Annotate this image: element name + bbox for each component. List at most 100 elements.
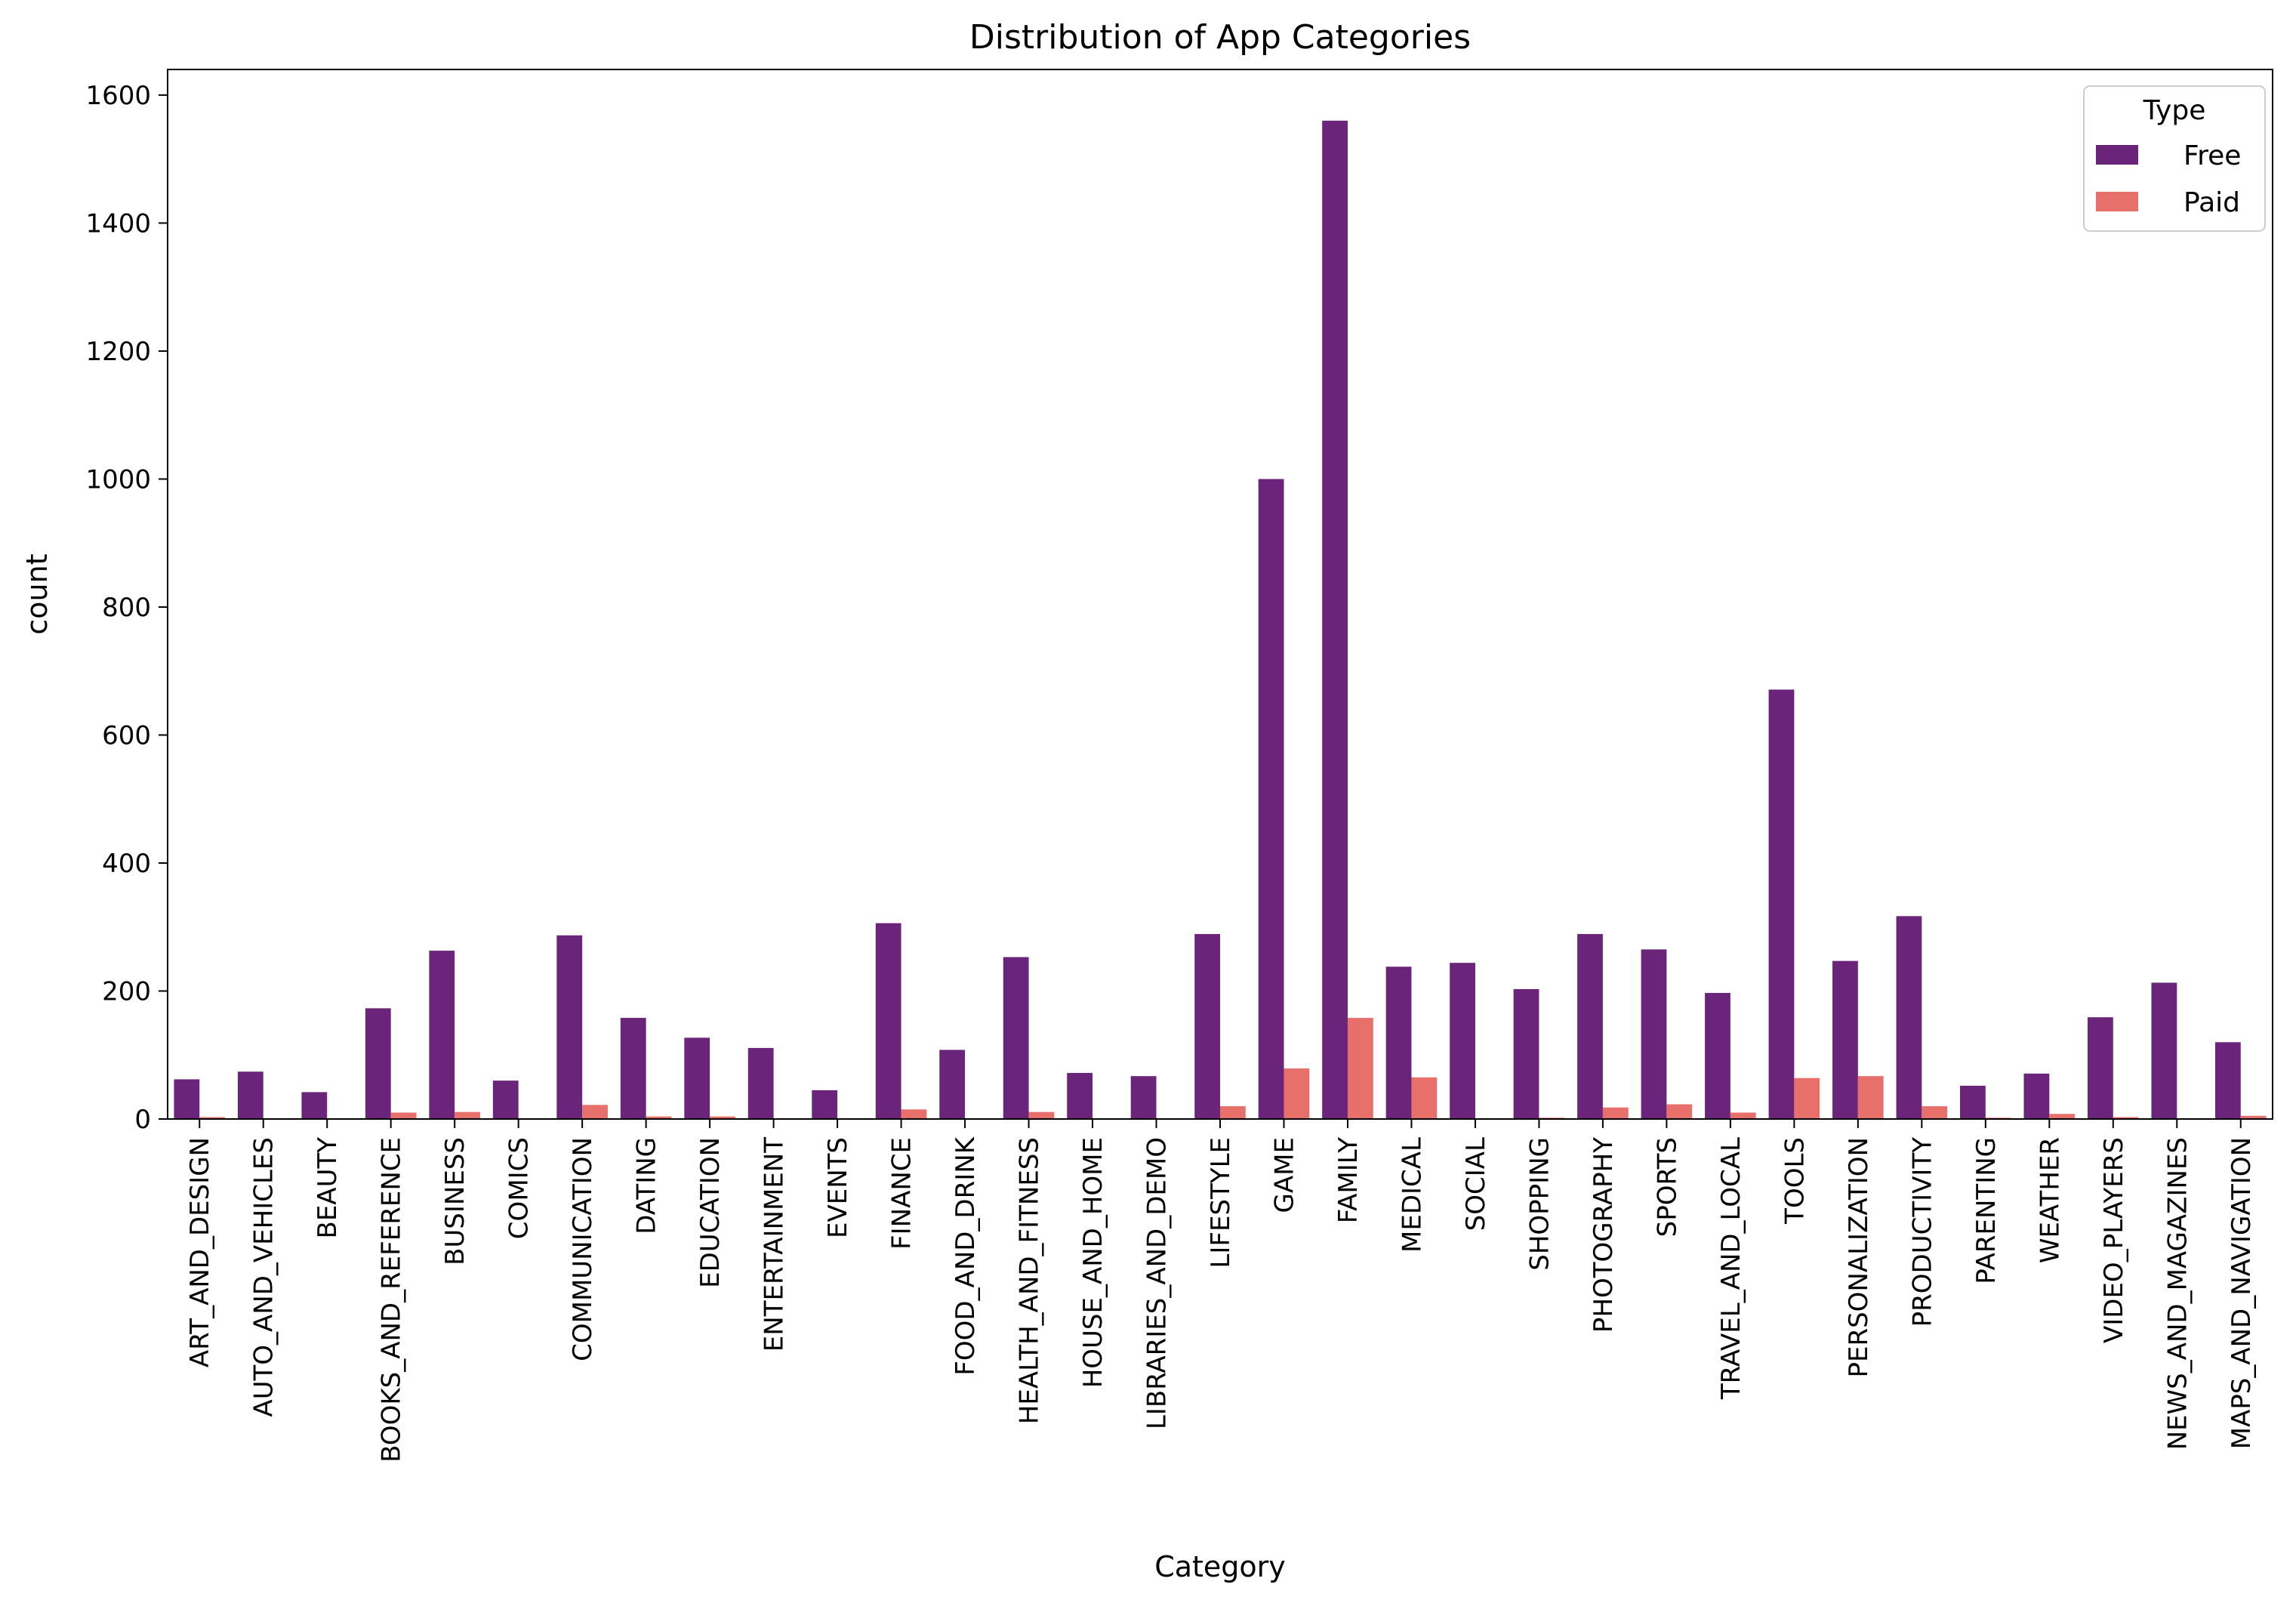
y-tick-label: 1200 xyxy=(85,337,151,367)
legend-swatch-free xyxy=(2096,145,2138,165)
x-tick-label-food-and-drink: FOOD_AND_DRINK xyxy=(951,1136,981,1375)
bar-travel-and-local-paid xyxy=(1730,1112,1756,1119)
legend-swatch-paid xyxy=(2096,192,2138,211)
x-tick-label-business: BUSINESS xyxy=(440,1137,470,1265)
bar-lifestyle-paid xyxy=(1220,1106,1246,1119)
y-tick-label: 1000 xyxy=(85,464,151,495)
bar-libraries-and-demo-free xyxy=(1130,1076,1157,1119)
bar-news-and-magazines-free xyxy=(2151,982,2177,1119)
x-tick-label-education: EDUCATION xyxy=(695,1137,726,1288)
x-tick-label-social: SOCIAL xyxy=(1461,1137,1491,1231)
x-tick-label-news-and-magazines: NEWS_AND_MAGAZINES xyxy=(2162,1137,2193,1450)
legend-label-paid: Paid xyxy=(2184,187,2240,218)
bar-video-players-free xyxy=(2087,1017,2113,1119)
x-tick-label-events: EVENTS xyxy=(823,1137,853,1238)
y-tick-label: 400 xyxy=(102,849,151,879)
bar-tools-free xyxy=(1768,689,1795,1119)
bar-books-and-reference-free xyxy=(365,1008,391,1119)
bar-tools-paid xyxy=(1794,1077,1820,1119)
x-tick-label-house-and-home: HOUSE_AND_HOME xyxy=(1078,1137,1108,1388)
bar-beauty-free xyxy=(301,1092,328,1119)
bar-game-free xyxy=(1258,479,1284,1119)
y-tick-label: 0 xyxy=(134,1105,151,1135)
x-tick-label-travel-and-local: TRAVEL_AND_LOCAL xyxy=(1716,1137,1746,1400)
y-axis: 0 200 400 600 800 1000 1200 1400 1600 xyxy=(85,81,168,1135)
bar-house-and-home-free xyxy=(1067,1072,1093,1119)
x-axis-label: Category xyxy=(1154,1550,1286,1583)
bar-events-free xyxy=(812,1090,838,1119)
x-tick-label-comics: COMICS xyxy=(504,1137,535,1239)
bar-art-and-design-paid xyxy=(199,1117,226,1119)
bar-sports-free xyxy=(1641,949,1667,1119)
y-tick-label: 800 xyxy=(102,593,151,623)
bar-education-free xyxy=(684,1037,710,1119)
bar-communication-paid xyxy=(582,1105,608,1119)
x-tick-label-finance: FINANCE xyxy=(887,1137,917,1250)
bar-maps-and-navigation-paid xyxy=(2240,1115,2267,1119)
bar-auto-and-vehicles-free xyxy=(237,1071,264,1119)
bar-game-paid xyxy=(1284,1068,1310,1119)
x-tick-label-sports: SPORTS xyxy=(1652,1137,1682,1237)
bar-business-paid xyxy=(455,1111,480,1119)
bar-family-free xyxy=(1322,120,1348,1119)
bar-weather-free xyxy=(2023,1073,2050,1119)
x-axis: ART_AND_DESIGN AUTO_AND_VEHICLES BEAUTY BOO… xyxy=(185,1119,2257,1463)
bar-shopping-free xyxy=(1513,988,1539,1119)
bar-photography-free xyxy=(1577,934,1603,1119)
bar-education-paid xyxy=(710,1116,735,1119)
bar-weather-paid xyxy=(2049,1114,2076,1119)
x-tick-label-beauty: BEAUTY xyxy=(313,1137,343,1239)
x-tick-label-auto-and-vehicles: AUTO_AND_VEHICLES xyxy=(249,1137,279,1417)
bar-sports-paid xyxy=(1666,1104,1693,1119)
bar-video-players-paid xyxy=(2113,1117,2139,1119)
x-tick-label-game: GAME xyxy=(1269,1137,1299,1213)
x-tick-label-tools: TOOLS xyxy=(1780,1137,1810,1225)
bar-comics-free xyxy=(492,1080,519,1119)
x-tick-label-medical: MEDICAL xyxy=(1397,1137,1427,1253)
bar-health-and-fitness-free xyxy=(1003,957,1029,1119)
bar-productivity-paid xyxy=(1922,1106,1948,1119)
bar-parenting-free xyxy=(1960,1085,1986,1119)
x-tick-label-productivity: PRODUCTIVITY xyxy=(1907,1137,1937,1327)
bar-medical-free xyxy=(1385,966,1412,1119)
bar-dating-paid xyxy=(646,1116,672,1119)
x-tick-label-art-and-design: ART_AND_DESIGN xyxy=(185,1137,215,1367)
x-tick-label-libraries-and-demo: LIBRARIES_AND_DEMO xyxy=(1142,1137,1173,1429)
x-tick-label-maps-and-navigation: MAPS_AND_NAVIGATION xyxy=(2227,1137,2257,1449)
bar-productivity-free xyxy=(1896,916,1922,1119)
bar-food-and-drink-free xyxy=(939,1050,966,1119)
bar-personalization-paid xyxy=(1857,1076,1884,1119)
x-tick-label-dating: DATING xyxy=(632,1137,662,1235)
x-tick-label-books-and-reference: BOOKS_AND_REFERENCE xyxy=(377,1137,407,1463)
y-tick-label: 200 xyxy=(102,976,151,1006)
x-tick-label-health-and-fitness: HEALTH_AND_FITNESS xyxy=(1015,1137,1045,1424)
bar-books-and-reference-paid xyxy=(390,1112,417,1119)
x-tick-label-video-players: VIDEO_PLAYERS xyxy=(2099,1137,2129,1343)
bar-family-paid xyxy=(1347,1018,1373,1119)
bars-group xyxy=(174,120,2267,1119)
legend-label-free: Free xyxy=(2184,140,2241,171)
bar-communication-free xyxy=(556,935,583,1119)
bar-finance-free xyxy=(875,923,901,1119)
x-tick-label-weather: WEATHER xyxy=(2035,1137,2065,1263)
bar-travel-and-local-free xyxy=(1705,993,1730,1119)
y-axis-label: count xyxy=(20,553,54,634)
x-tick-label-lifestyle: LIFESTYLE xyxy=(1206,1137,1236,1269)
bar-maps-and-navigation-free xyxy=(2214,1042,2241,1119)
y-tick-label: 1600 xyxy=(85,81,151,111)
chart-title: Distribution of App Categories xyxy=(969,18,1471,57)
bar-finance-paid xyxy=(901,1109,927,1119)
legend-title: Type xyxy=(2143,95,2206,126)
x-tick-label-shopping: SHOPPING xyxy=(1524,1137,1555,1271)
x-tick-label-personalization: PERSONALIZATION xyxy=(1844,1137,1874,1378)
bar-business-free xyxy=(429,951,455,1119)
legend: Type Free Paid xyxy=(2083,85,2266,232)
bar-art-and-design-free xyxy=(174,1079,200,1119)
bar-medical-paid xyxy=(1411,1077,1438,1119)
bar-photography-paid xyxy=(1602,1107,1629,1119)
y-tick-label: 600 xyxy=(102,720,151,751)
bar-entertainment-free xyxy=(747,1047,774,1119)
y-tick-label: 1400 xyxy=(85,208,151,239)
bar-lifestyle-free xyxy=(1194,934,1220,1119)
